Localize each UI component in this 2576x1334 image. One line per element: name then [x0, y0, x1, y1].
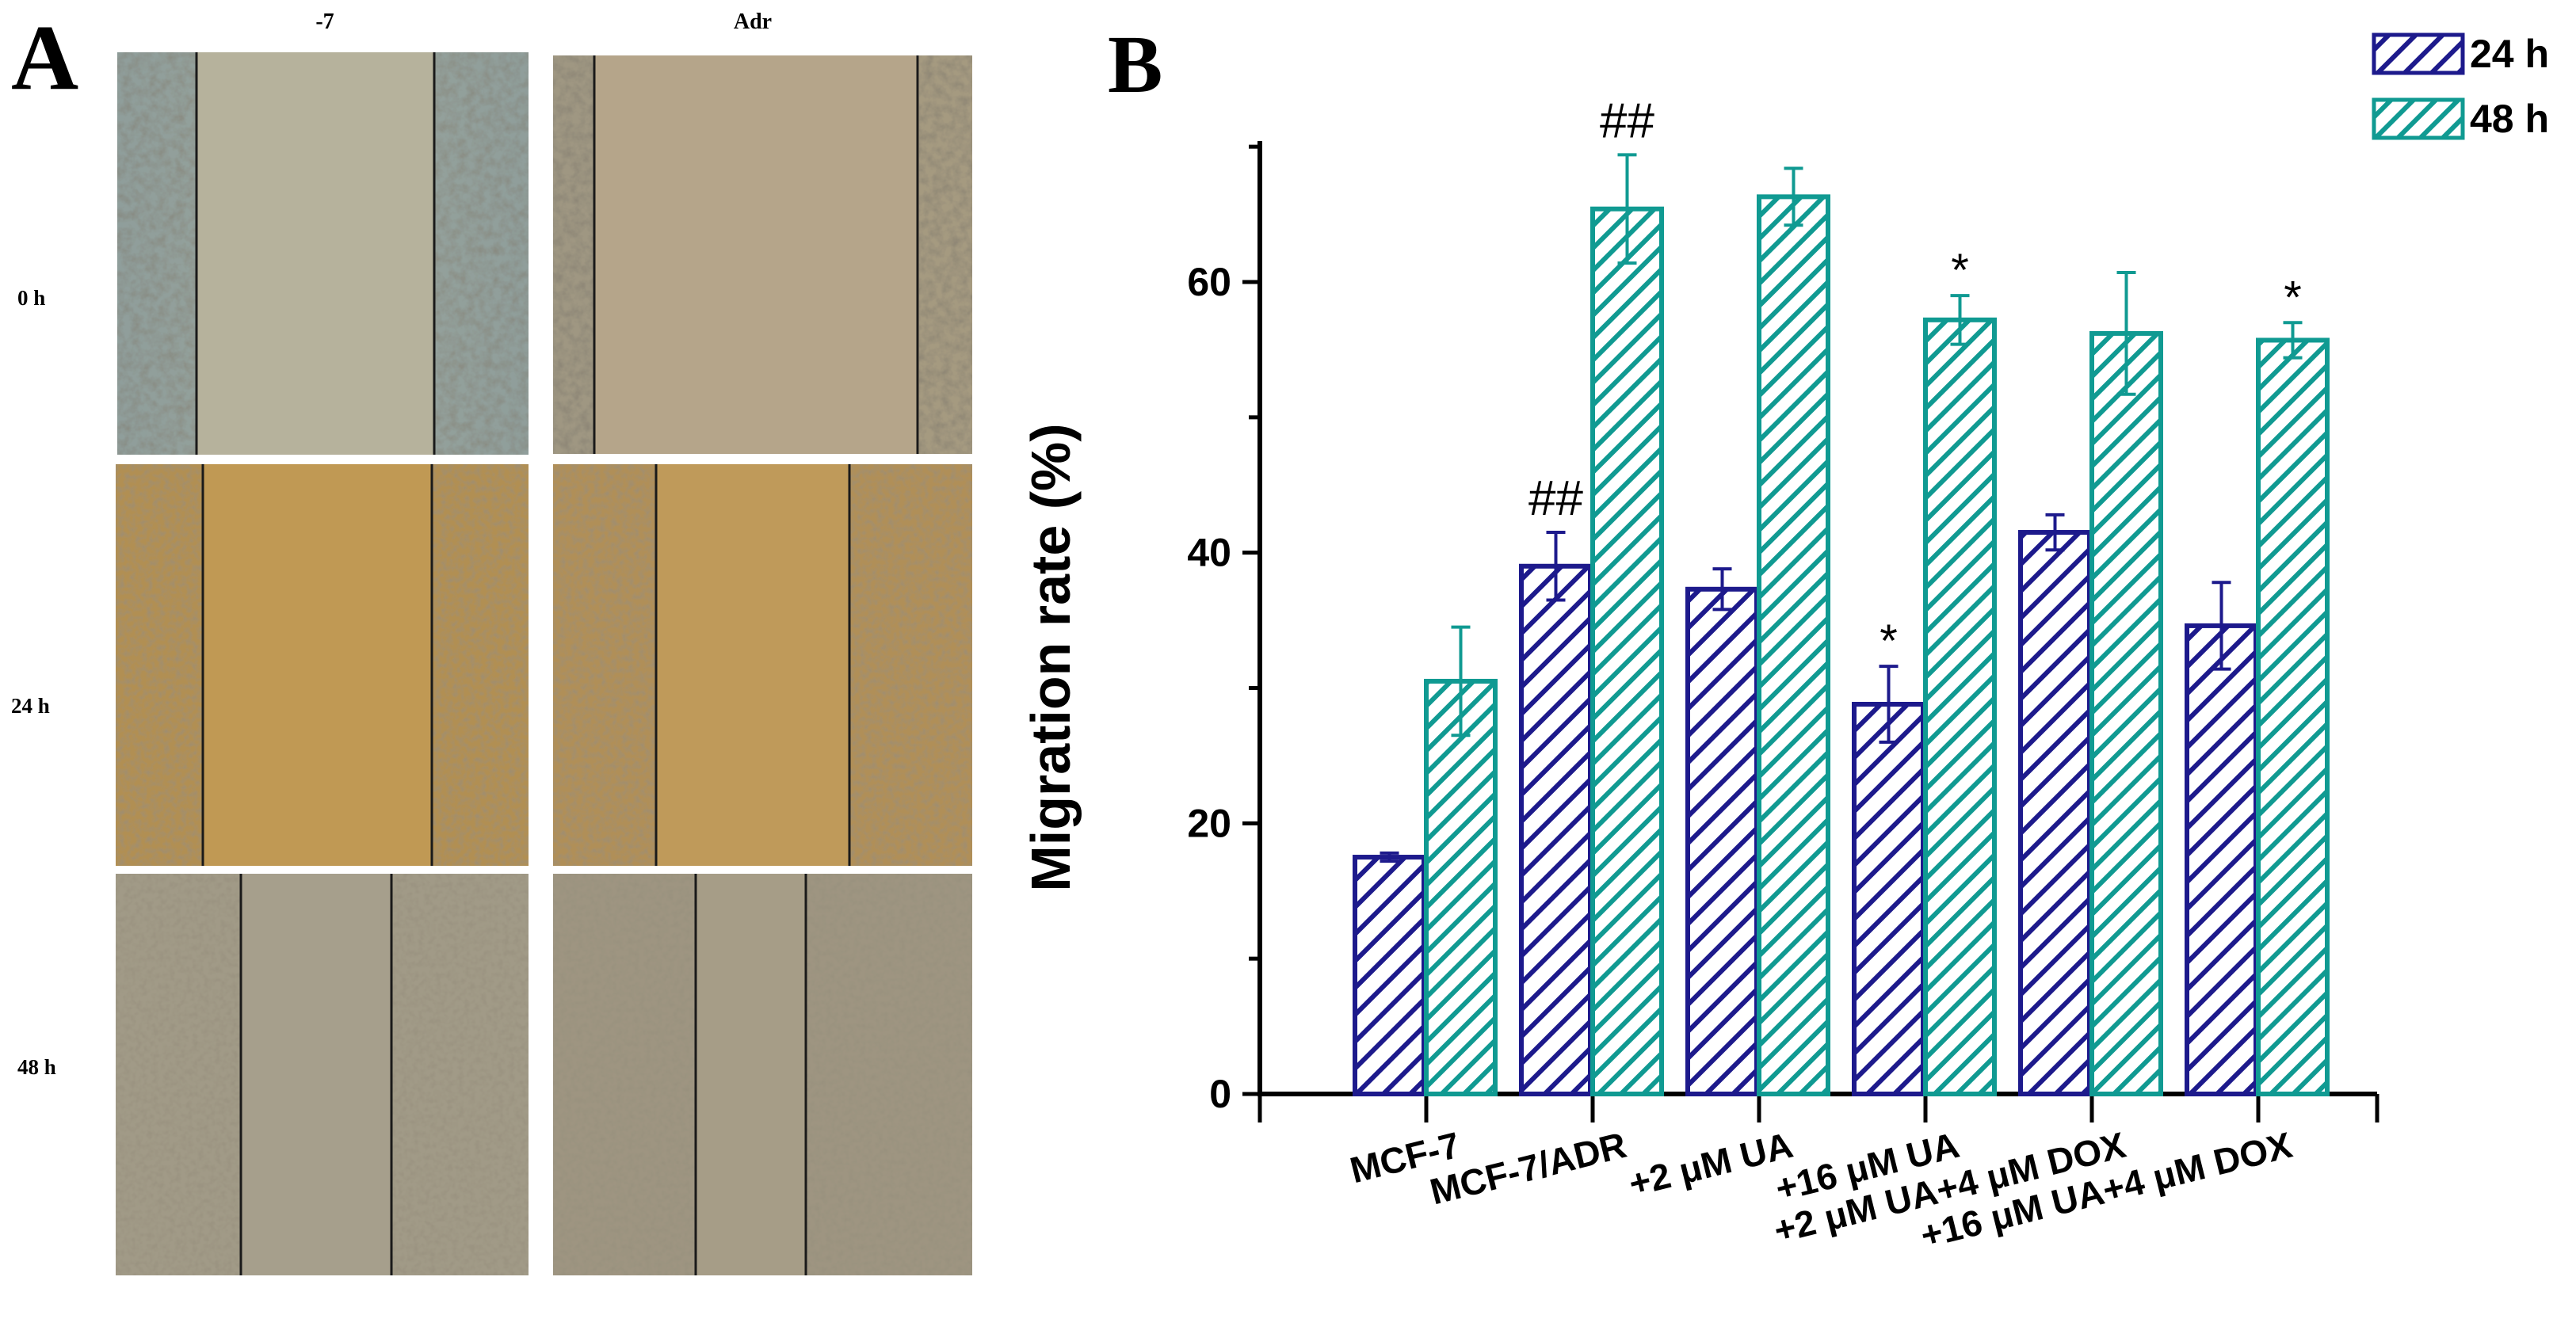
significance-label: * — [1880, 616, 1898, 667]
column-header-1: -7 — [315, 10, 334, 34]
legend-label-24h: 24 h — [2470, 32, 2549, 76]
row-label-0h: 0 h — [17, 286, 45, 310]
panel-b-label: B — [1108, 19, 1162, 110]
bar-24h — [1353, 855, 1426, 1096]
y-tick-label: 60 — [1187, 260, 1231, 304]
y-tick-label: 0 — [1209, 1072, 1231, 1116]
legend-swatch-48h — [2372, 97, 2465, 140]
micrograph-48h-col1 — [116, 874, 529, 1275]
micrograph-24h-col1 — [116, 464, 529, 866]
bar-48h — [1923, 317, 1997, 1097]
significance-label: ## — [1600, 93, 1654, 148]
bar-24h — [1519, 563, 1593, 1096]
legend-label-48h: 48 h — [2470, 97, 2549, 141]
bar-48h — [1590, 206, 1664, 1096]
bar-24h — [2018, 530, 2092, 1096]
significance-label: ## — [1528, 471, 1583, 526]
micrograph-24h-col2 — [553, 464, 972, 866]
bar-48h — [2256, 337, 2330, 1097]
row-label-24h: 24 h — [11, 694, 50, 718]
panel-a-label: A — [11, 6, 78, 109]
panel-a: A -7 Adr 0 h 24 h 48 h — [11, 6, 972, 1275]
y-axis-label: Migration rate (%) — [1020, 423, 1082, 891]
micrograph-0h-col2 — [553, 55, 972, 454]
row-label-48h: 48 h — [17, 1055, 56, 1079]
significance-label: * — [1951, 245, 1969, 296]
legend-swatch-24h — [2372, 32, 2465, 75]
micrograph-48h-col2 — [553, 874, 972, 1275]
bar-48h — [1424, 678, 1498, 1096]
bar-24h — [2185, 623, 2258, 1096]
bar-24h — [1685, 586, 1759, 1096]
significance-label: * — [2284, 272, 2302, 323]
bar-48h — [2089, 330, 2163, 1096]
x-tick-label: +2 μM UA — [1624, 1124, 1796, 1204]
legend: 24 h 48 h — [2372, 32, 2549, 141]
y-tick-label: 40 — [1187, 531, 1231, 575]
bar-48h — [1757, 194, 1830, 1096]
panel-b: B 24 h 48 h Migration rate (%) 0204060MC… — [1020, 19, 2549, 1256]
y-tick-label: 20 — [1187, 801, 1231, 845]
bar-24h — [1852, 702, 1925, 1096]
micrograph-0h-col1 — [117, 52, 529, 455]
column-header-2: Adr — [734, 10, 772, 34]
